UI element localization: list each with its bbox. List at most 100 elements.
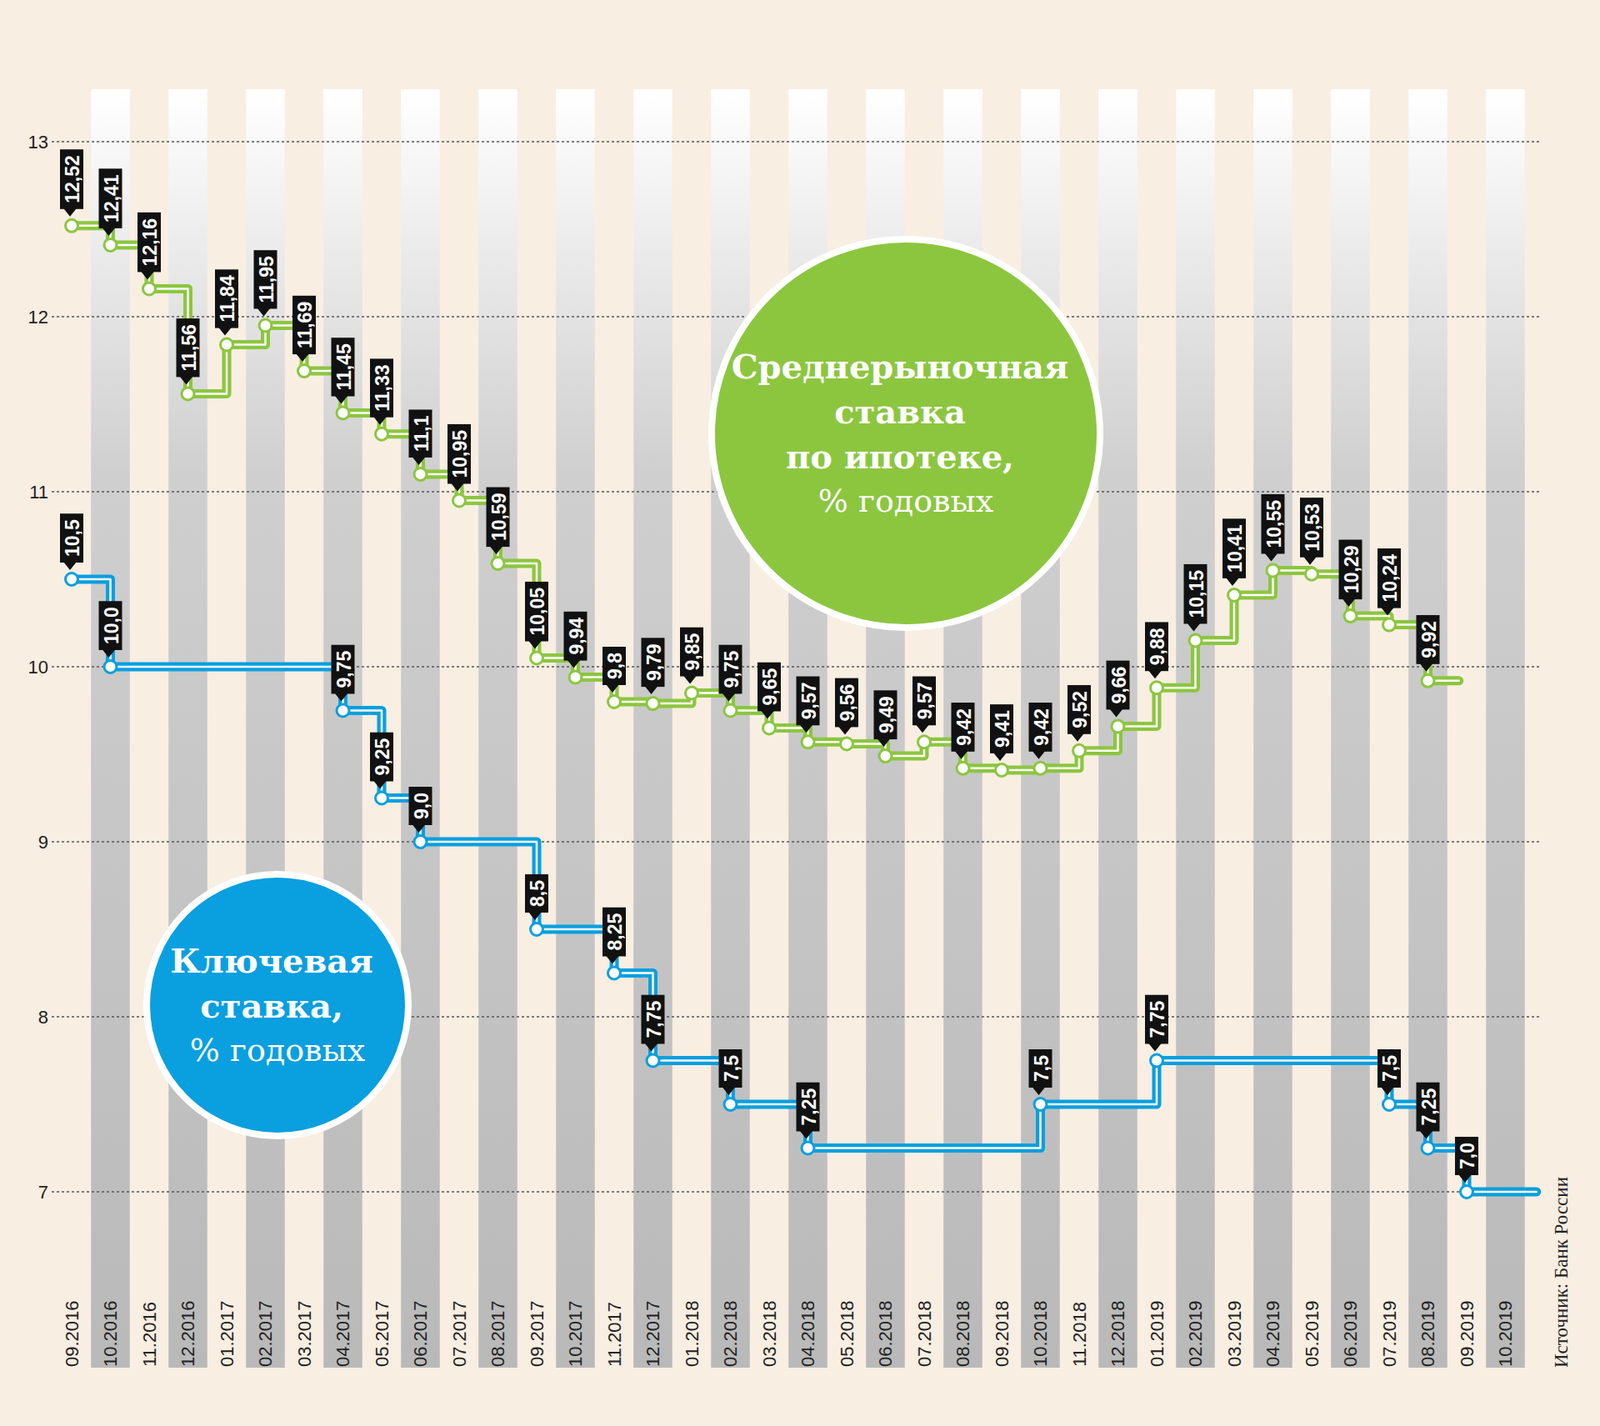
data-label: 12,52 bbox=[60, 149, 84, 217]
x-tick-label: 10.2018 bbox=[1030, 1300, 1051, 1367]
series-label: Ключевая ставка, % годовых bbox=[146, 874, 409, 1136]
marker bbox=[724, 704, 737, 717]
marker bbox=[336, 704, 350, 717]
stripe bbox=[710, 89, 750, 1368]
marker bbox=[1073, 744, 1086, 757]
marker bbox=[1111, 720, 1125, 733]
data-label-box bbox=[370, 732, 394, 782]
marker bbox=[453, 494, 466, 507]
data-label: 9,85 bbox=[680, 627, 704, 685]
data-label-text: 10,55 bbox=[1263, 500, 1285, 549]
x-tick-label: 11.2017 bbox=[604, 1301, 625, 1367]
data-label: 9,49 bbox=[874, 690, 898, 747]
data-label: 11,56 bbox=[176, 318, 200, 385]
data-label-box bbox=[796, 1082, 820, 1132]
data-label-box bbox=[486, 487, 510, 548]
data-label-box bbox=[719, 1049, 743, 1088]
data-label-text: 9,88 bbox=[1146, 627, 1169, 665]
marker bbox=[181, 387, 195, 400]
data-label: 9,8 bbox=[602, 646, 626, 693]
data-label-text: 9,42 bbox=[1030, 708, 1053, 746]
marker bbox=[220, 338, 234, 351]
data-label-pointer bbox=[1380, 607, 1395, 616]
x-tick-label: 10.2016 bbox=[100, 1300, 121, 1367]
data-label-text: 8,5 bbox=[526, 880, 549, 907]
data-label-text: 9,8 bbox=[604, 652, 626, 680]
marker bbox=[608, 966, 621, 980]
series-name-line: Среднерыночная bbox=[731, 346, 1081, 386]
data-label-pointer bbox=[1110, 708, 1124, 717]
grid-line bbox=[51, 1190, 1542, 1192]
stripe bbox=[323, 89, 363, 1368]
data-label-box bbox=[1455, 1136, 1479, 1175]
data-label-pointer bbox=[490, 545, 504, 555]
marker bbox=[608, 695, 621, 709]
marker bbox=[763, 721, 776, 735]
data-label-box bbox=[99, 168, 123, 229]
data-label-pointer bbox=[838, 725, 852, 735]
data-label-pointer bbox=[1380, 1086, 1395, 1095]
marker bbox=[840, 737, 854, 750]
data-label-text: 12,16 bbox=[139, 218, 161, 267]
data-label-box bbox=[525, 581, 549, 642]
x-tick-label: 06.2018 bbox=[875, 1300, 896, 1367]
data-label-box bbox=[602, 907, 626, 957]
data-label-pointer bbox=[140, 270, 155, 280]
data-label-box bbox=[719, 645, 743, 695]
data-label-box bbox=[176, 318, 200, 377]
series-name-line: ставка, bbox=[200, 985, 355, 1025]
data-label: 9,41 bbox=[990, 704, 1014, 761]
series-label-circle bbox=[146, 874, 409, 1136]
data-label-text: 9,66 bbox=[1108, 666, 1130, 705]
data-label-box bbox=[835, 678, 859, 728]
data-label-pointer bbox=[102, 227, 116, 236]
data-label-box bbox=[951, 702, 975, 752]
marker bbox=[375, 791, 389, 805]
data-label-pointer bbox=[1187, 623, 1201, 632]
data-label: 11,33 bbox=[370, 358, 394, 425]
data-label: 10,0 bbox=[99, 600, 123, 658]
x-tick-label: 12.2018 bbox=[1107, 1300, 1129, 1367]
data-label-pointer bbox=[180, 375, 194, 385]
data-label-pointer bbox=[567, 660, 581, 669]
x-tick-label: 11.2018 bbox=[1069, 1301, 1090, 1367]
data-label-pointer bbox=[877, 738, 891, 747]
x-tick-label: 06.2017 bbox=[410, 1300, 431, 1367]
data-label-box bbox=[1067, 685, 1091, 735]
data-label-pointer bbox=[683, 675, 697, 685]
x-tick-label: 07.2017 bbox=[449, 1300, 470, 1367]
data-label: 12,41 bbox=[99, 168, 123, 236]
series-line-highlight bbox=[71, 225, 1460, 770]
data-label-pointer bbox=[1265, 553, 1279, 562]
grid: 78910111213 bbox=[28, 131, 1542, 1203]
data-label: 10,24 bbox=[1377, 548, 1401, 616]
series-name: Ключевая ставка, % годовых bbox=[170, 940, 385, 1070]
data-label-box bbox=[796, 676, 820, 726]
x-tick-label: 11.2016 bbox=[139, 1301, 160, 1367]
marker bbox=[414, 835, 427, 849]
marker bbox=[65, 219, 79, 232]
data-label: 9,52 bbox=[1067, 685, 1091, 742]
data-label: 9,25 bbox=[370, 732, 394, 790]
data-label-box bbox=[409, 410, 433, 459]
data-label-text: 10,29 bbox=[1340, 545, 1363, 595]
data-label-text: 9,57 bbox=[798, 682, 820, 720]
data-label-text: 9,75 bbox=[333, 650, 355, 689]
data-label-box bbox=[254, 250, 278, 309]
marker bbox=[995, 763, 1009, 776]
x-tick-label: 02.2019 bbox=[1185, 1300, 1206, 1367]
data-label-pointer bbox=[800, 724, 814, 733]
stripe bbox=[478, 89, 518, 1368]
data-label: 9,75 bbox=[331, 645, 355, 702]
y-tick-label: 8 bbox=[38, 1006, 49, 1028]
data-label: 9,56 bbox=[835, 678, 859, 735]
data-label-pointer bbox=[645, 1043, 659, 1052]
background bbox=[0, 0, 1600, 1426]
data-label: 9,75 bbox=[719, 645, 743, 702]
y-tick-label: 12 bbox=[28, 306, 49, 328]
stripe bbox=[400, 89, 440, 1368]
data-label-pointer bbox=[1420, 663, 1434, 672]
data-label-box bbox=[1222, 518, 1246, 579]
data-label-box bbox=[1145, 621, 1169, 671]
data-label-pointer bbox=[1148, 1043, 1162, 1052]
